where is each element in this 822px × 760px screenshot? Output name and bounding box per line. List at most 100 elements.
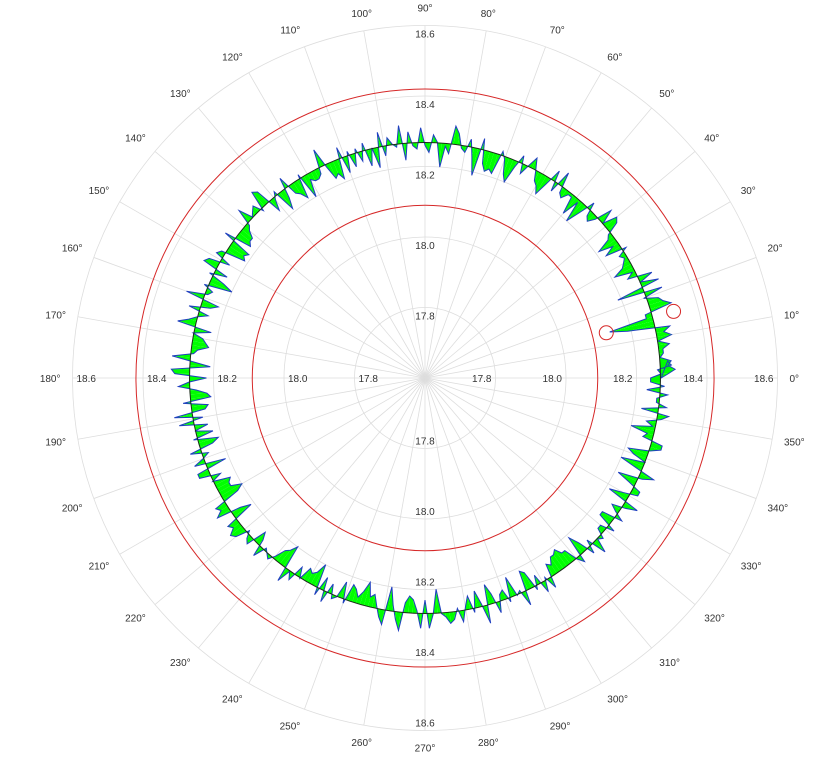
data-wedge <box>554 549 570 567</box>
data-wedge <box>606 242 621 256</box>
grid-spoke <box>424 377 652 649</box>
data-wedge <box>219 483 242 496</box>
angle-tick-label: 80° <box>481 9 496 20</box>
angle-tick-label: 340° <box>768 504 789 515</box>
grid-spoke <box>198 377 426 649</box>
angle-tick-label: 100° <box>351 9 372 20</box>
data-wedge <box>251 192 268 206</box>
data-wedge <box>628 448 650 455</box>
data-wedge <box>212 477 231 485</box>
angle-tick-label: 20° <box>768 243 783 254</box>
data-wedge <box>293 180 308 198</box>
data-wedge <box>307 572 318 584</box>
data-wedge <box>191 345 209 351</box>
data-wedge <box>378 609 385 625</box>
data-wedge <box>587 211 595 222</box>
grid-spoke <box>198 107 426 379</box>
angle-tick-label: 200° <box>62 504 83 515</box>
grid-ring <box>283 236 567 520</box>
angle-tick-label: 260° <box>351 738 372 749</box>
data-wedge <box>553 549 567 569</box>
data-wedge <box>655 325 670 334</box>
data-wedge <box>204 258 220 268</box>
data-wedge <box>190 349 198 354</box>
data-wedge <box>622 260 631 269</box>
data-wedge <box>368 147 373 166</box>
angle-tick-label: 270° <box>415 744 436 755</box>
baseline-circle <box>189 142 661 614</box>
data-wedge <box>310 170 320 181</box>
data-series <box>170 124 677 633</box>
radial-tick-label: 18.2 <box>613 374 633 385</box>
data-wedge <box>566 203 586 221</box>
grid-spoke <box>93 257 426 379</box>
angle-tick-label: 220° <box>125 613 146 624</box>
radial-tick-label: 18.6 <box>415 30 435 41</box>
data-wedge <box>542 577 549 592</box>
data-wedge <box>535 176 550 194</box>
angle-tick-label: 160° <box>62 243 83 254</box>
radial-tick-label: 18.0 <box>415 241 435 252</box>
grid-spoke <box>363 377 426 726</box>
grid-spoke <box>93 377 426 499</box>
angle-tick-label: 290° <box>550 722 571 733</box>
data-wedge <box>638 473 654 480</box>
data-wedge <box>303 174 317 197</box>
data-wedge <box>395 611 401 631</box>
data-wedge <box>227 246 245 261</box>
data-wedge <box>484 584 494 605</box>
data-wedge <box>587 214 598 222</box>
grid-spoke <box>119 377 426 555</box>
radial-tick-label: 18.6 <box>754 374 774 385</box>
angle-tick-label: 10° <box>784 311 799 322</box>
data-wedge <box>217 482 231 493</box>
grid-spoke <box>154 151 426 379</box>
data-wedge <box>194 430 213 435</box>
grid-spoke <box>424 257 757 379</box>
grid-spoke <box>248 377 426 684</box>
data-wedge <box>657 341 670 346</box>
data-wedge <box>461 145 466 153</box>
data-wedge <box>650 378 661 383</box>
data-wedge <box>650 442 663 451</box>
grid-spoke <box>424 377 487 726</box>
angle-tick-label: 300° <box>607 695 628 706</box>
data-wedge <box>602 217 617 227</box>
data-wedge <box>614 267 635 278</box>
data-wedge <box>270 197 280 211</box>
marker-circle <box>598 325 614 341</box>
angle-tick-label: 350° <box>784 437 805 448</box>
data-wedge <box>186 291 208 298</box>
radial-tick-label: 18.2 <box>415 171 435 182</box>
data-wedge <box>191 341 209 348</box>
grid-spoke <box>77 316 426 379</box>
grid-spoke <box>424 377 773 440</box>
data-wedge <box>307 172 316 181</box>
data-wedge <box>605 217 617 230</box>
data-wedge <box>193 437 219 443</box>
data-wedge <box>484 151 494 172</box>
data-wedge <box>412 142 417 150</box>
data-wedge <box>171 369 190 374</box>
data-wedge <box>550 557 561 574</box>
grid-spoke <box>424 377 731 555</box>
data-wedge <box>215 502 228 511</box>
data-wedge <box>640 278 659 286</box>
data-wedge <box>563 197 580 214</box>
radial-tick-label: 18.6 <box>77 374 97 385</box>
data-wedge <box>232 504 252 517</box>
grid-spoke <box>424 377 757 499</box>
radial-tick-label: 17.8 <box>359 374 379 385</box>
data-wedge <box>236 233 251 247</box>
data-wedge <box>189 389 207 395</box>
marker-circle <box>666 303 682 319</box>
data-wedge <box>445 143 450 154</box>
data-wedge <box>658 343 670 350</box>
grid-spoke <box>424 201 731 379</box>
angle-tick-label: 250° <box>280 722 301 733</box>
angle-tick-label: 230° <box>170 658 191 669</box>
grid-spoke <box>248 72 426 379</box>
data-wedge <box>503 158 514 182</box>
grid-ring <box>72 25 778 731</box>
data-wedge <box>656 331 672 338</box>
